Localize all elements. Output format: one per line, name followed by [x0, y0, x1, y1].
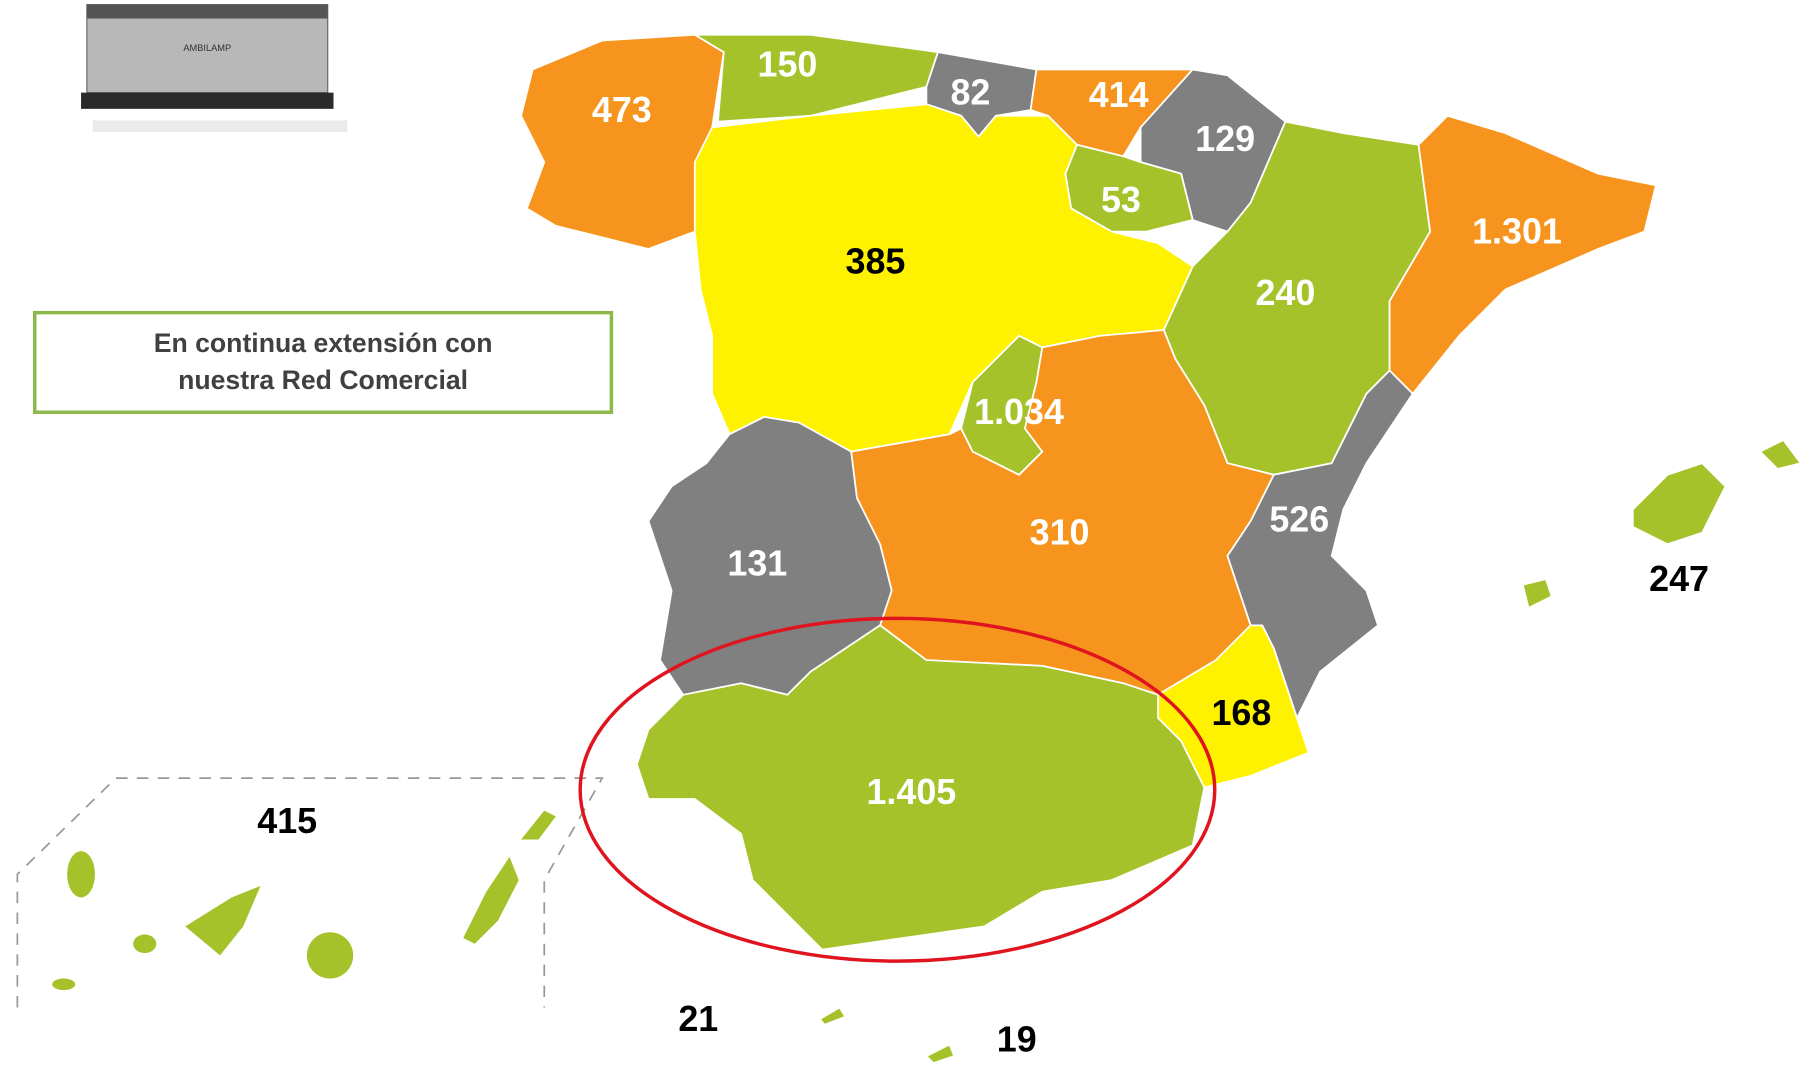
- product-base: [81, 93, 333, 109]
- region-value: 247: [1649, 559, 1709, 599]
- region-value: 1.034: [974, 392, 1064, 432]
- note-line: En continua extensión con: [154, 328, 493, 358]
- ceuta: [820, 1007, 845, 1024]
- cataluna: [1390, 116, 1656, 394]
- ibiza: [1523, 579, 1552, 608]
- region-value: 131: [727, 544, 787, 584]
- product-shadow: [93, 120, 348, 132]
- region-value: 19: [997, 1020, 1037, 1060]
- region-value: 415: [257, 801, 317, 841]
- island: [133, 935, 156, 954]
- island: [67, 851, 95, 897]
- map-body: AMBILAMP En continua extensión con nuest…: [17, 0, 1800, 1063]
- regions: [521, 35, 1801, 1063]
- island: [185, 886, 260, 955]
- region-value: 21: [678, 999, 718, 1039]
- region-value: 1.405: [866, 772, 956, 812]
- region-value: 82: [950, 72, 990, 112]
- product-lid: [87, 5, 328, 19]
- note-line: nuestra Red Comercial: [178, 365, 468, 395]
- island: [463, 857, 519, 944]
- product-brand: AMBILAMP: [183, 43, 231, 53]
- island: [307, 932, 353, 978]
- region-value: 1.301: [1472, 211, 1562, 251]
- page: AMBILAMP En continua extensión con nuest…: [0, 0, 1816, 1065]
- menorca: [1760, 440, 1801, 469]
- region-value: 385: [846, 242, 906, 282]
- region-value: 414: [1089, 75, 1149, 115]
- region-value: 526: [1269, 500, 1329, 540]
- island: [521, 811, 556, 840]
- region-value: 310: [1030, 512, 1090, 552]
- galicia: [521, 35, 724, 249]
- mallorca: [1633, 463, 1726, 544]
- region-value: 129: [1195, 119, 1255, 159]
- product-image: AMBILAMP: [66, 0, 350, 132]
- region-value: 473: [592, 90, 652, 130]
- region-value: 150: [758, 45, 818, 85]
- island: [52, 979, 75, 991]
- map: AMBILAMP En continua extensión con nuest…: [0, 0, 1816, 1065]
- region-value: 168: [1211, 693, 1271, 733]
- region-value: 240: [1255, 273, 1315, 313]
- region-value: 53: [1101, 180, 1141, 220]
- melilla: [926, 1045, 954, 1064]
